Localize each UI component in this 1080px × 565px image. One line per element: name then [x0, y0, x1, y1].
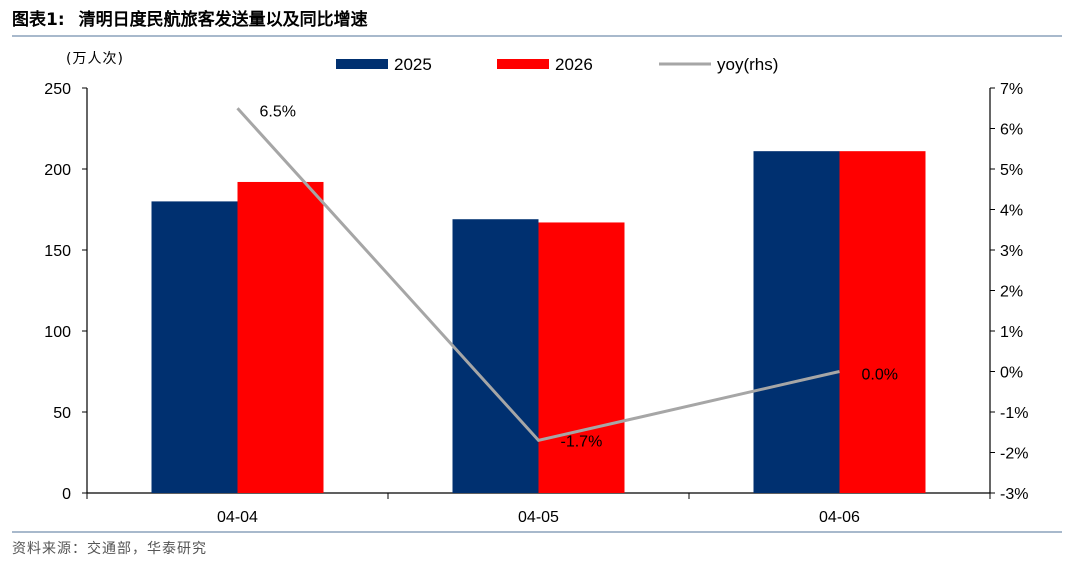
yoy-data-label: 0.0% [862, 367, 898, 384]
bar-2026-04-06 [839, 151, 926, 493]
title-rule [12, 35, 1062, 37]
y2-tick-label: 6% [1000, 122, 1023, 139]
y2-tick-label: -1% [1000, 405, 1028, 422]
bar-2025-04-04 [151, 201, 238, 493]
y-tick-label-left: 100 [44, 324, 71, 341]
bar-2026-04-05 [538, 222, 625, 493]
legend-label: 2026 [555, 55, 593, 74]
source-note: 资料来源：交通部，华泰研究 [12, 541, 207, 557]
figure-title: 图表1: 清明日度民航旅客发送量以及同比增速 [12, 6, 1068, 34]
y2-tick-label: 7% [1000, 81, 1023, 98]
y2-tick-label: -2% [1000, 446, 1028, 463]
y-tick-label-left: 50 [53, 405, 71, 422]
x-tick-label: 04-06 [819, 509, 860, 526]
x-tick-label: 04-04 [217, 509, 258, 526]
legend-label: 2025 [394, 55, 432, 74]
yoy-data-label: -1.7% [561, 433, 603, 450]
yoy-data-label: 6.5% [260, 103, 296, 120]
y2-tick-label: -3% [1000, 486, 1028, 503]
bar-2025-04-05 [452, 219, 539, 493]
bar-2025-04-06 [753, 151, 840, 493]
y-tick-label-left: 250 [44, 81, 71, 98]
y2-tick-label: 1% [1000, 324, 1023, 341]
y2-tick-label: 0% [1000, 365, 1023, 382]
y2-tick-label: 4% [1000, 203, 1023, 220]
yoy-line [236, 107, 840, 443]
y-tick-label-left: 200 [44, 162, 71, 179]
y-tick-label-left: 0 [62, 486, 71, 503]
figure-title-text: 清明日度民航旅客发送量以及同比增速 [78, 10, 368, 30]
legend-label: yoy(rhs) [717, 55, 778, 74]
y-tick-label-left: 150 [44, 243, 71, 260]
y2-tick-label: 2% [1000, 284, 1023, 301]
figure-label: 图表1: [12, 10, 65, 30]
x-tick-label: 04-05 [518, 509, 559, 526]
y-axis-unit: (万人次) [66, 51, 124, 67]
legend-swatch-2025 [336, 59, 388, 69]
footer-rule [12, 531, 1062, 533]
chart: 0 50 100 150 200 250 -3% -2% -1% 0% 1% 2% 3% 4% 5% 6% 7%… [44, 51, 1028, 526]
bar-2026-04-04 [237, 181, 324, 493]
y2-tick-label: 3% [1000, 243, 1023, 260]
y2-tick-label: 5% [1000, 162, 1023, 179]
legend-swatch-2026 [497, 59, 549, 69]
